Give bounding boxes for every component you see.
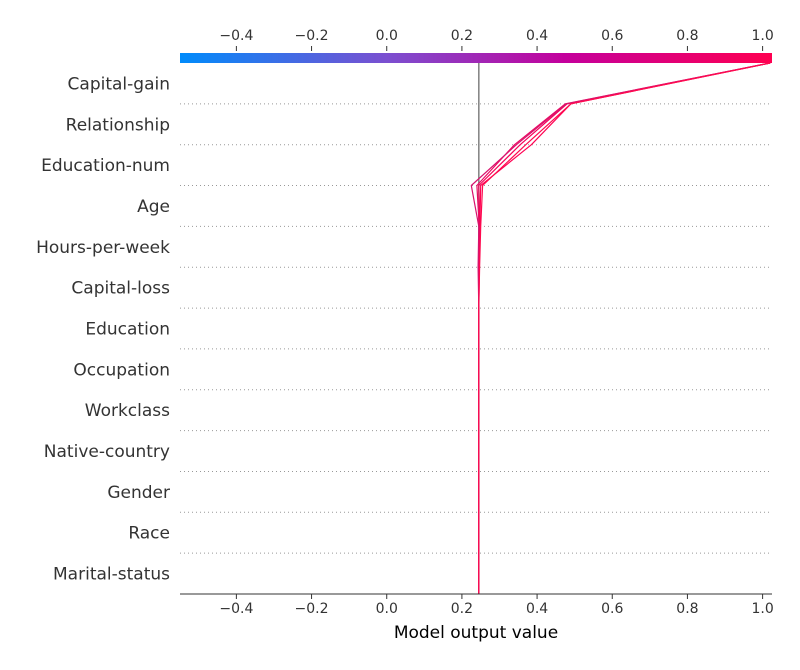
- feature-label-age: Age: [137, 197, 170, 217]
- feature-label-relationship: Relationship: [66, 115, 170, 135]
- bottom-tick-label: 0.2: [451, 601, 473, 617]
- bottom-tick-label: 0.8: [676, 601, 698, 617]
- top-tick-label: 0.4: [526, 28, 548, 44]
- feature-label-capital-loss: Capital-loss: [71, 279, 170, 299]
- bottom-tick-label: −0.4: [219, 601, 253, 617]
- feature-label-marital-status: Marital-status: [53, 565, 170, 585]
- bottom-axis: −0.4 −0.2 0.0 0.2 0.4 0.6 0.8 1.0: [219, 594, 774, 617]
- top-tick-label: 0.6: [601, 28, 623, 44]
- decision-line-5: [478, 62, 771, 594]
- feature-label-hours-per-week: Hours-per-week: [36, 238, 170, 258]
- bottom-tick-label: 1.0: [751, 601, 773, 617]
- feature-gridlines: [180, 103, 772, 554]
- bottom-tick-label: −0.2: [295, 601, 329, 617]
- x-axis-label: Model output value: [394, 623, 558, 643]
- decision-line-2: [478, 62, 771, 594]
- bottom-tick-label: 0.4: [526, 601, 548, 617]
- feature-label-occupation: Occupation: [73, 360, 170, 380]
- bottom-tick-label: 0.0: [376, 601, 398, 617]
- feature-label-education-num: Education-num: [41, 156, 170, 176]
- bottom-tick-label: 0.6: [601, 601, 623, 617]
- feature-label-education: Education: [85, 320, 170, 340]
- top-tick-label: −0.2: [295, 28, 329, 44]
- feature-label-workclass: Workclass: [85, 401, 170, 421]
- output-colorbar: [180, 53, 772, 63]
- decision-lines: [470, 62, 771, 594]
- top-tick-label: 0.8: [676, 28, 698, 44]
- top-axis: −0.4 −0.2 0.0 0.2 0.4 0.6 0.8 1.0: [219, 28, 774, 51]
- feature-label-race: Race: [128, 524, 170, 544]
- decision-line-3: [476, 62, 771, 594]
- top-tick-label: 1.0: [751, 28, 773, 44]
- top-tick-label: −0.4: [219, 28, 253, 44]
- feature-label-gender: Gender: [107, 483, 170, 503]
- top-tick-label: 0.0: [376, 28, 398, 44]
- feature-labels: Capital-gain Relationship Education-num Age…: [36, 74, 170, 584]
- feature-label-capital-gain: Capital-gain: [68, 74, 170, 94]
- top-tick-label: 0.2: [451, 28, 473, 44]
- feature-label-native-country: Native-country: [44, 442, 170, 462]
